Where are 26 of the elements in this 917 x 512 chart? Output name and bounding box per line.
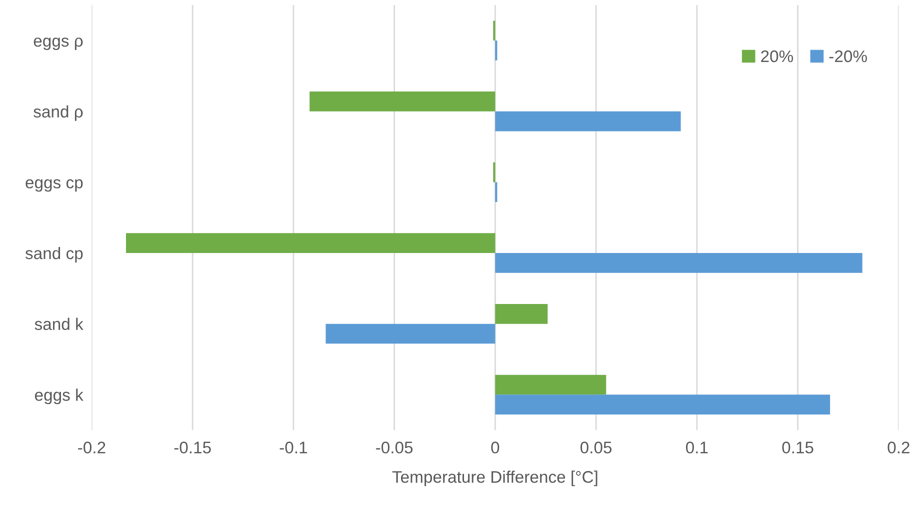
x-tick-label: 0.2	[888, 442, 910, 454]
bar	[495, 374, 606, 395]
x-tick-label: 0	[491, 442, 500, 454]
x-tick-label: 0.1	[686, 442, 708, 454]
bar	[126, 233, 496, 254]
x-tick-label: -0.05	[376, 442, 413, 454]
legend-label: -20%	[829, 50, 867, 62]
bar	[495, 111, 681, 132]
x-tick-label: -0.1	[280, 442, 307, 454]
x-tick-label: 0.15	[782, 442, 814, 454]
bar	[495, 253, 862, 273]
x-tick-label: -0.15	[174, 442, 211, 454]
bar	[495, 304, 548, 324]
legend-label: 20%	[761, 50, 794, 62]
bar	[310, 92, 496, 112]
y-tick-label: eggs ρ	[34, 38, 83, 50]
y-tick-label: sand cp	[25, 246, 83, 263]
y-tick-label: eggs cp	[26, 179, 83, 192]
y-tick-label: eggs k	[34, 388, 84, 404]
x-axis-title: Temperature Difference [°C]	[392, 470, 598, 486]
x-tick-label: 0.05	[580, 442, 612, 454]
bar	[495, 394, 830, 414]
bar	[326, 324, 496, 344]
x-tick-label: -0.2	[78, 442, 106, 454]
y-tick-label: sand ρ	[34, 105, 83, 121]
y-tick-label: sand k	[34, 318, 84, 330]
